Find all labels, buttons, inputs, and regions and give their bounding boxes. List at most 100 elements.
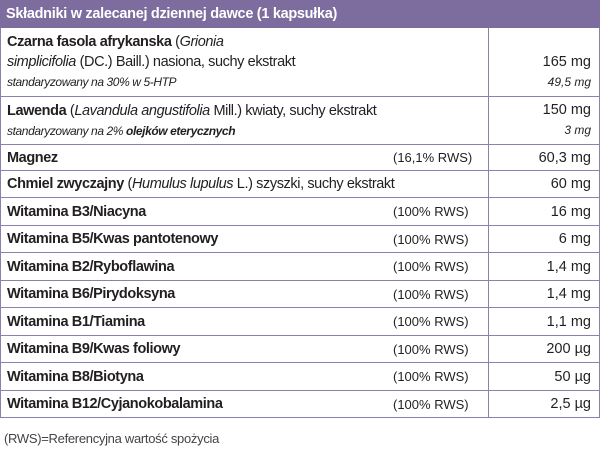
text-segment: olejków eterycznych — [126, 123, 236, 138]
ingredient-line: Witamina B6/Pirydoksyna — [7, 284, 482, 304]
table-row: Witamina B2/Ryboflawina (100% RWS) 1,4 mg — [0, 253, 600, 281]
sub-amount: 49,5 mg — [547, 75, 591, 89]
ingredient-cell: Witamina B3/Niacyna — [1, 198, 489, 225]
amount-cell: 1,4 mg — [489, 281, 599, 307]
rws-label: (100% RWS) — [393, 341, 469, 357]
rws-label: (100% RWS) — [393, 396, 469, 412]
text-segment: Witamina B1/Tiamina — [7, 313, 145, 330]
ingredient-line: Witamina B1/Tiamina — [7, 312, 482, 332]
ingredient-cell: Czarna fasola afrykanska (Grionia simplic… — [1, 28, 489, 96]
ingredient-cell: Lawenda (Lavandula angustifolia Mill.) k… — [1, 97, 489, 144]
rws-label: (100% RWS) — [393, 314, 469, 329]
ingredient-cell: Witamina B12/Cyjanokobalamina — [1, 391, 489, 417]
amount-cell: 50 µg — [489, 363, 599, 390]
ingredient-cell: Witamina B2/Ryboflawina — [1, 253, 489, 280]
ingredient-line: Witamina B8/Biotyna — [7, 367, 482, 387]
rws-label: (100% RWS) — [393, 259, 469, 274]
text-segment: Witamina B6/Pirydoksyna — [7, 286, 175, 302]
table-row: Witamina B5/Kwas pantotenowy (100% RWS) 6 … — [0, 226, 600, 253]
table-row: Witamina B12/Cyjanokobalamina (100% RWS) 2… — [0, 391, 600, 418]
text-segment: ( — [123, 176, 133, 192]
text-segment: Chmiel zwyczajny — [7, 176, 124, 192]
table-row: Lawenda (Lavandula angustifolia Mill.) k… — [0, 97, 600, 145]
amount: 165 mg — [542, 54, 591, 70]
amount: 150 mg — [542, 102, 591, 118]
text-segment: Mill.) kwiaty, suchy ekstrakt — [209, 102, 377, 119]
ingredient-line: Magnez — [7, 148, 482, 168]
text-segment: Grionia — [179, 34, 224, 50]
text-segment: ( — [66, 102, 75, 119]
amount: 16 mg — [550, 203, 591, 220]
text-segment: standaryzowany na 2% — [7, 123, 127, 138]
text-segment: ( — [171, 34, 180, 50]
amount-cell: 1,4 mg — [489, 253, 599, 280]
ingredient-cell: Witamina B9/Kwas foliowy — [1, 336, 489, 362]
amount-cell: 165 mg 49,5 mg — [489, 28, 599, 96]
amount: 60 mg — [550, 176, 591, 192]
text-segment: Witamina B8/Biotyna — [7, 368, 144, 385]
amount: 2,5 µg — [550, 396, 591, 412]
amount: 200 µg — [546, 341, 591, 357]
ingredient-cell: Witamina B8/Biotyna — [1, 363, 489, 390]
amount: 1,4 mg — [546, 258, 591, 275]
table-row: Witamina B6/Pirydoksyna (100% RWS) 1,4 mg — [0, 281, 600, 308]
ingredient-line: Czarna fasola afrykanska (Grionia — [7, 32, 482, 52]
table-row: Chmiel zwyczajny (Humulus lupulus L.) sz… — [0, 171, 600, 198]
ingredient-cell: Witamina B6/Pirydoksyna — [1, 281, 489, 307]
text-segment: L.) szyszki, suchy ekstrakt — [233, 176, 395, 192]
ingredient-cell: Magnez — [1, 145, 489, 170]
amount-cell: 60,3 mg — [489, 145, 599, 170]
amount-cell: 6 mg — [489, 226, 599, 252]
table-row: Witamina B3/Niacyna (100% RWS) 16 mg — [0, 198, 600, 226]
ingredient-line: Witamina B2/Ryboflawina — [7, 257, 482, 277]
text-segment: Lavandula angustifolia — [74, 102, 210, 119]
ingredient-line: Chmiel zwyczajny (Humulus lupulus L.) sz… — [7, 174, 482, 194]
sub-amount: 3 mg — [564, 123, 591, 137]
amount-cell: 150 mg 3 mg — [489, 97, 599, 144]
table-header: Składniki w zalecanej dziennej dawce (1 … — [0, 0, 600, 28]
amount: 6 mg — [558, 231, 591, 247]
ingredient-line: standaryzowany na 30% w 5-HTP — [7, 72, 482, 92]
ingredient-cell: Chmiel zwyczajny (Humulus lupulus L.) sz… — [1, 171, 489, 197]
rws-label: (16,1% RWS) — [393, 150, 473, 165]
amount: 1,1 mg — [546, 313, 591, 330]
text-segment: Witamina B12/Cyjanokobalamina — [7, 396, 223, 412]
text-segment: (DC.) Baill.) nasiona, suchy ekstrakt — [75, 54, 296, 70]
amount: 1,4 mg — [546, 286, 591, 302]
amount-cell: 200 µg — [489, 336, 599, 362]
footnote: (RWS)=Referencyjna wartość spożycia — [4, 431, 220, 446]
text-segment: standaryzowany na 30% w 5-HTP — [7, 75, 177, 89]
rws-label: (100% RWS) — [393, 369, 469, 384]
rws-label: (100% RWS) — [393, 204, 469, 219]
text-segment: Witamina B3/Niacyna — [7, 203, 146, 220]
table-row: Witamina B9/Kwas foliowy (100% RWS) 200 µg — [0, 336, 600, 363]
table-row: Magnez (16,1% RWS) 60,3 mg — [0, 145, 600, 171]
ingredient-line: standaryzowany na 2% olejków eterycznych — [7, 121, 482, 141]
text-segment: Czarna fasola afrykanska — [7, 34, 172, 50]
ingredient-cell: Witamina B5/Kwas pantotenowy — [1, 226, 489, 252]
amount: 60,3 mg — [538, 149, 591, 166]
ingredient-line: Lawenda (Lavandula angustifolia Mill.) k… — [7, 101, 482, 121]
amount-cell: 2,5 µg — [489, 391, 599, 417]
ingredient-line: Witamina B12/Cyjanokobalamina — [7, 394, 482, 414]
text-segment: Magnez — [7, 149, 58, 166]
ingredient-line: Witamina B5/Kwas pantotenowy — [7, 229, 482, 249]
rws-label: (100% RWS) — [393, 286, 469, 302]
rws-label: (100% RWS) — [393, 231, 469, 247]
text-segment: Witamina B5/Kwas pantotenowy — [7, 231, 219, 247]
text-segment: Lawenda — [7, 102, 67, 119]
ingredient-line: simplicifolia (DC.) Baill.) nasiona, suc… — [7, 52, 482, 72]
ingredient-line: Witamina B3/Niacyna — [7, 202, 482, 222]
amount-cell: 1,1 mg — [489, 308, 599, 335]
amount-cell: 16 mg — [489, 198, 599, 225]
table-row: Czarna fasola afrykanska (Grionia simplic… — [0, 28, 600, 97]
text-segment: Witamina B2/Ryboflawina — [7, 258, 175, 275]
text-segment: simplicifolia — [7, 54, 76, 70]
ingredient-line: Witamina B9/Kwas foliowy — [7, 339, 482, 359]
table-row: Witamina B8/Biotyna (100% RWS) 50 µg — [0, 363, 600, 391]
amount: 50 µg — [554, 368, 591, 385]
amount-cell: 60 mg — [489, 171, 599, 197]
table-row: Witamina B1/Tiamina (100% RWS) 1,1 mg — [0, 308, 600, 336]
text-segment: Humulus lupulus — [131, 176, 234, 192]
